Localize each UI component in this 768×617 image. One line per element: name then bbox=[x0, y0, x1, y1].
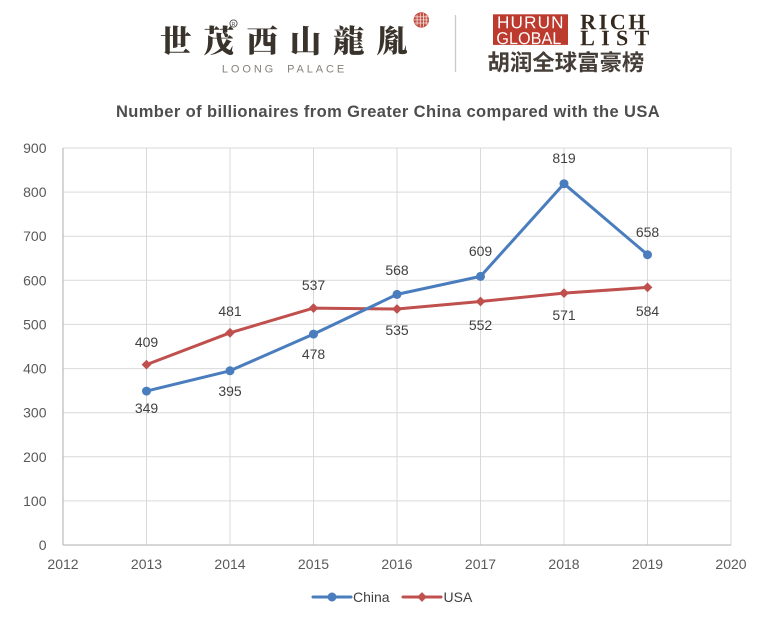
svg-text:349: 349 bbox=[135, 400, 159, 416]
svg-text:568: 568 bbox=[385, 262, 409, 278]
svg-text:2020: 2020 bbox=[715, 556, 746, 572]
svg-text:395: 395 bbox=[218, 383, 242, 399]
svg-text:481: 481 bbox=[218, 303, 242, 319]
svg-text:400: 400 bbox=[23, 361, 47, 377]
svg-text:2018: 2018 bbox=[548, 556, 579, 572]
svg-text:2014: 2014 bbox=[214, 556, 245, 572]
svg-text:2017: 2017 bbox=[465, 556, 496, 572]
svg-text:900: 900 bbox=[23, 140, 47, 156]
svg-text:552: 552 bbox=[469, 317, 493, 333]
svg-text:Number of billionaires from Gr: Number of billionaires from Greater Chin… bbox=[116, 103, 660, 121]
svg-text:700: 700 bbox=[23, 228, 47, 244]
svg-text:478: 478 bbox=[302, 346, 326, 362]
svg-text:300: 300 bbox=[23, 405, 47, 421]
svg-text:LOONG PALACE: LOONG PALACE bbox=[222, 63, 347, 75]
svg-text:609: 609 bbox=[469, 243, 493, 259]
svg-text:2016: 2016 bbox=[381, 556, 412, 572]
svg-text:2013: 2013 bbox=[131, 556, 162, 572]
svg-text:409: 409 bbox=[135, 334, 159, 350]
svg-text:China: China bbox=[353, 589, 390, 605]
svg-text:571: 571 bbox=[552, 307, 576, 323]
svg-text:658: 658 bbox=[636, 224, 660, 240]
svg-text:537: 537 bbox=[302, 277, 326, 293]
svg-text:2019: 2019 bbox=[632, 556, 663, 572]
svg-text:500: 500 bbox=[23, 316, 47, 332]
svg-text:819: 819 bbox=[552, 150, 576, 166]
svg-text:0: 0 bbox=[39, 537, 47, 553]
svg-text:535: 535 bbox=[385, 322, 409, 338]
svg-text:584: 584 bbox=[636, 303, 660, 319]
svg-text:100: 100 bbox=[23, 493, 47, 509]
svg-text:600: 600 bbox=[23, 272, 47, 288]
svg-text:2015: 2015 bbox=[298, 556, 329, 572]
svg-text:R: R bbox=[232, 22, 236, 28]
svg-text:800: 800 bbox=[23, 184, 47, 200]
svg-text:USA: USA bbox=[444, 589, 473, 605]
svg-text:2012: 2012 bbox=[47, 556, 78, 572]
svg-text:200: 200 bbox=[23, 449, 47, 465]
